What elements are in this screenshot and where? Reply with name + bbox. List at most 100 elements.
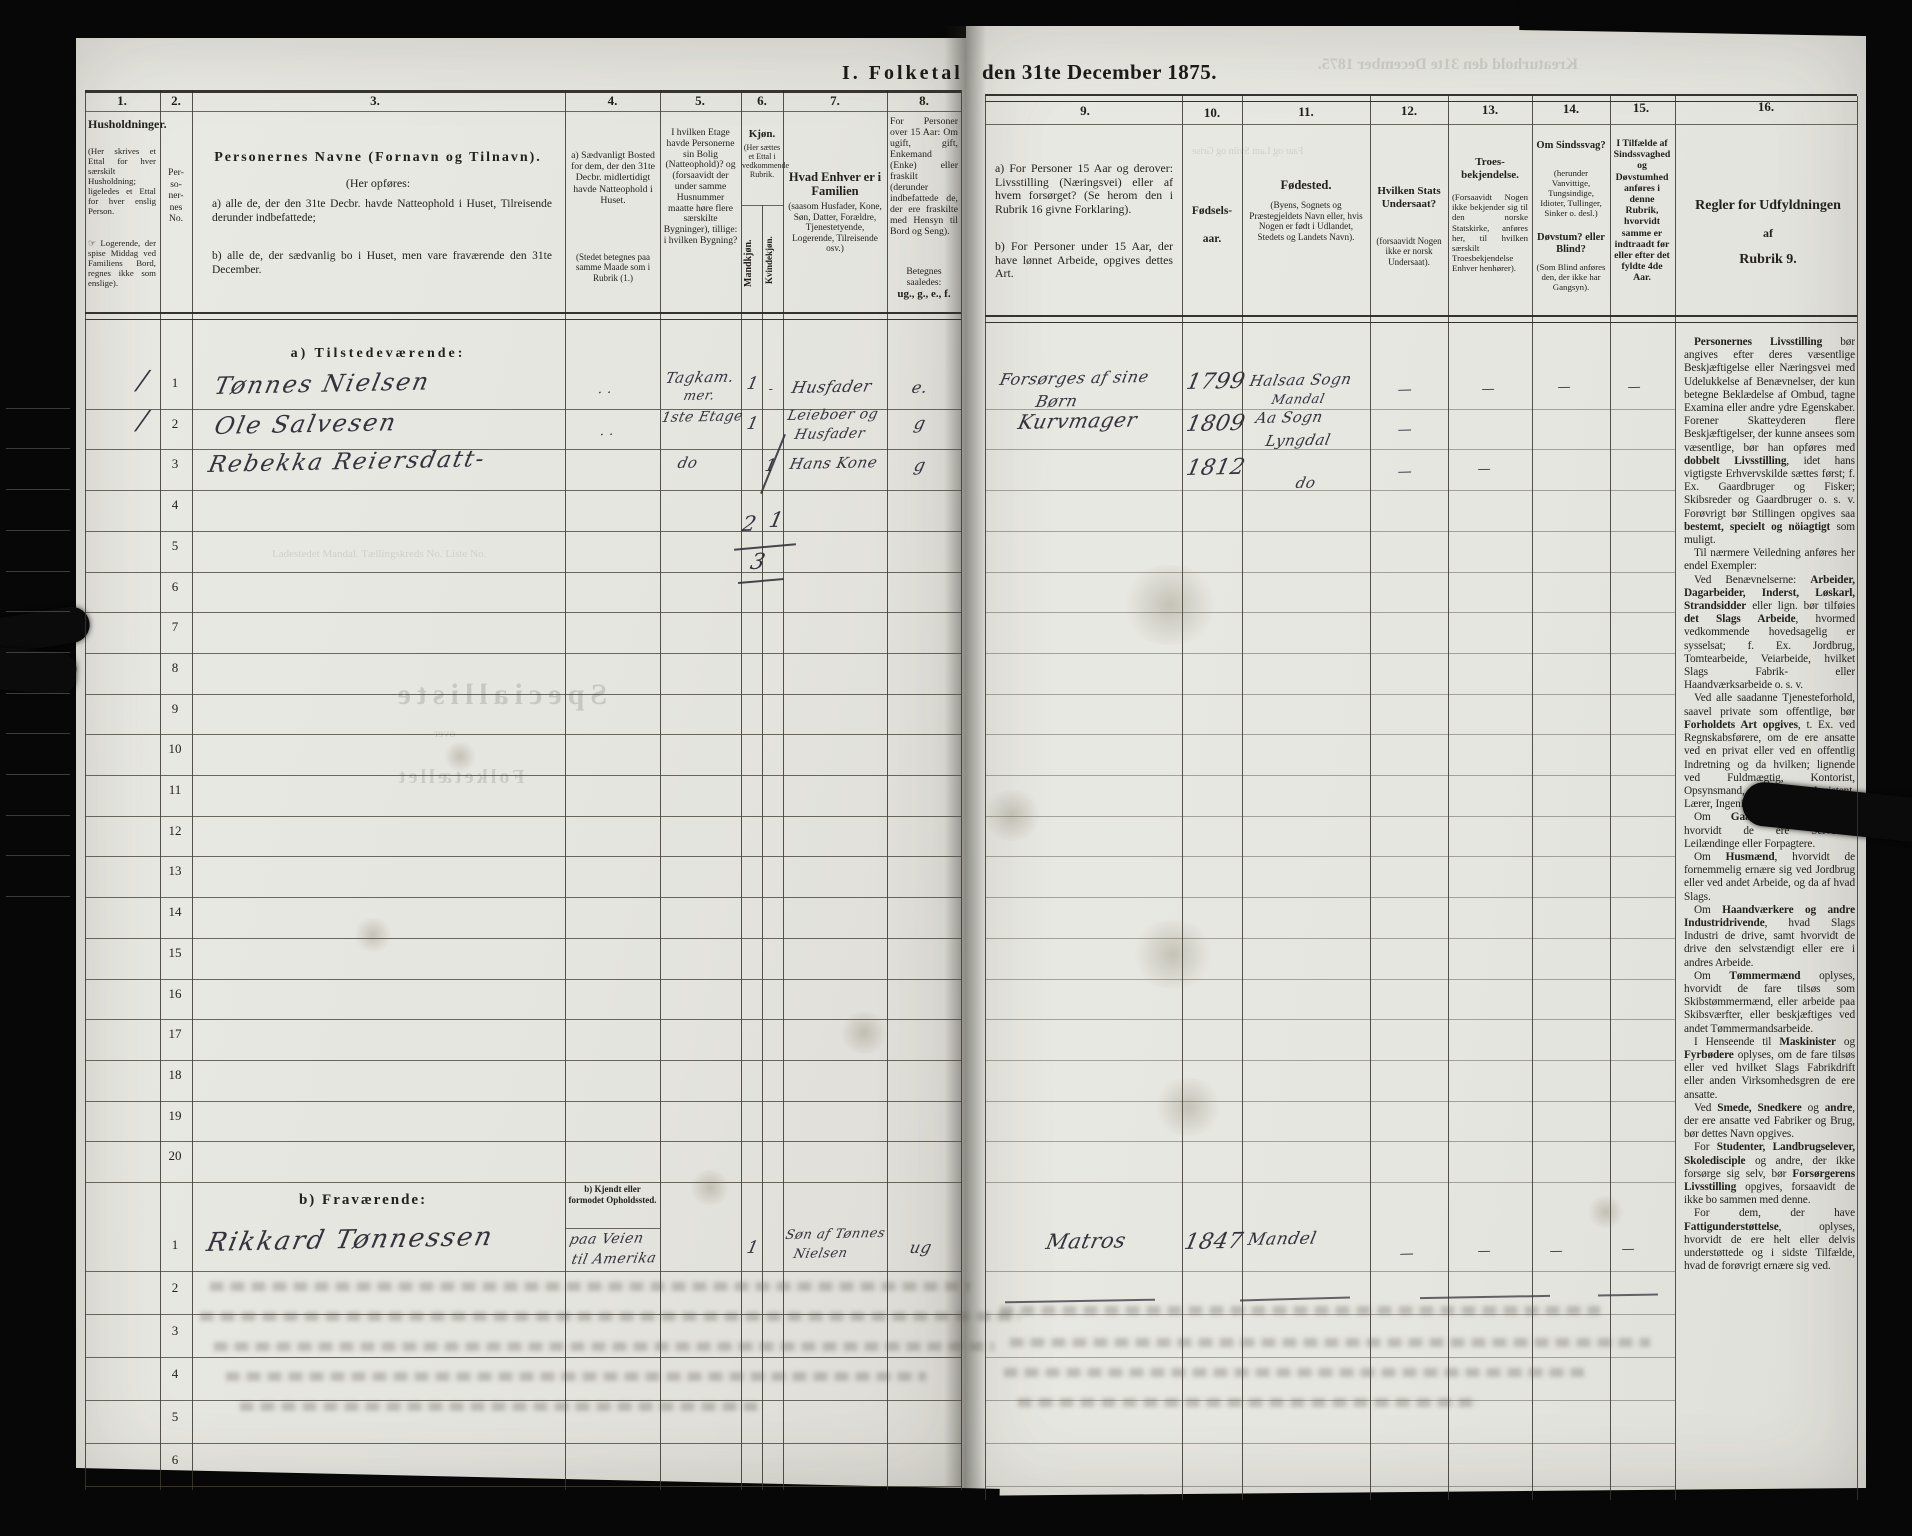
- row-number: 5: [171, 537, 179, 553]
- header-mandkjoen: Mandkjøn.: [743, 239, 754, 287]
- table-row-line: [85, 652, 961, 654]
- paper-stain: [442, 742, 478, 771]
- table-row-line: [985, 978, 1675, 980]
- table-column-rule: [565, 90, 566, 1490]
- hw-a2-floor: 1ste Etage: [660, 408, 745, 426]
- rules-paragraph: For Studenter, Landbrugselever, Skoledis…: [1684, 1141, 1855, 1207]
- table-column-rule: [762, 205, 763, 1490]
- header-troesbekjendelse-note: (Forsaavidt Nogen ikke bekjender sig til…: [1452, 192, 1528, 274]
- table-row-line: [985, 571, 1675, 573]
- table-row-line: [85, 1271, 961, 1272]
- row-number: 12: [168, 822, 182, 838]
- bleedthrough-specialliste: Specialliste: [391, 678, 607, 711]
- bleedthrough-blur-line: [226, 1372, 926, 1381]
- table-row-line: [85, 856, 961, 858]
- bleedthrough-livestock: Faar og Lam Sviin og Grise: [1192, 146, 1304, 157]
- table-row-line: [985, 490, 1675, 492]
- row-number: 1: [171, 1237, 179, 1252]
- bleedthrough-ladested: Ladestedet Mandal. Tællingskreds No. Lis…: [272, 548, 487, 560]
- hw-a2-occupation: Kurvmager: [1016, 407, 1140, 434]
- table-row-line: [985, 1182, 1675, 1183]
- col-no-12: 12.: [1400, 103, 1418, 118]
- row-number: 14: [168, 904, 182, 920]
- bleedthrough-blur-line: [1010, 1338, 1650, 1347]
- table-row-line: [85, 571, 961, 573]
- paper-stain: [838, 1012, 890, 1054]
- margin-line-stub: [6, 611, 70, 613]
- hw-b1-occupation: Matros: [1044, 1228, 1129, 1254]
- rules-paragraph: Om Tømmermænd oplyses, hvorvidt de fare …: [1684, 969, 1855, 1035]
- header-kjoen: Kjøn.: [748, 128, 776, 140]
- hw-a2-birth-year: 1809: [1184, 410, 1248, 437]
- margin-line-stub: [6, 896, 70, 898]
- rules-paragraph: Om Haandværkere og andre Industridrivend…: [1684, 903, 1855, 969]
- table-row-line: [85, 775, 961, 776]
- hw-b1-family-2: Nielsen: [792, 1245, 850, 1262]
- table-row-line: [85, 1141, 961, 1143]
- table-header-rule: [741, 205, 783, 206]
- table-column-rule: [160, 90, 161, 1490]
- header-undersaat-note: (forsaavidt Nogen ikke er norsk Undersaa…: [1376, 236, 1442, 267]
- hw-a1-birthplace-2: Mandal: [1270, 391, 1327, 408]
- table-header-rule: [985, 94, 1857, 102]
- table-column-rule: [783, 90, 784, 1490]
- table-row-line: [985, 1443, 1675, 1444]
- header-civilstand-note1: Betegnes saaledes:: [906, 266, 942, 288]
- col-no-15: 15.: [1632, 100, 1650, 115]
- header-foedselsaar-2: aar.: [1202, 233, 1222, 245]
- page-title-left: I. Folketal: [842, 62, 963, 84]
- header-regler-1: Regler for Udfyldningen: [1695, 198, 1841, 213]
- header-civilstand-note2: ug., g., e., f.: [897, 288, 951, 300]
- row-number: 10: [168, 741, 182, 757]
- col-no-2: 2.: [171, 93, 181, 108]
- table-row-line: [985, 408, 1675, 410]
- hw-b1-whereabouts-2: til Amerika: [570, 1250, 658, 1268]
- header-navne: Personernes Navne (Fornavn og Tilnavn).: [214, 150, 542, 165]
- margin-line-stub: [6, 651, 70, 653]
- rules-paragraph: I Henseende til Maskinister og Fyrbødere…: [1684, 1035, 1855, 1101]
- table-column-rule: [887, 90, 888, 1490]
- hw-a1-birthplace-1: Halsaa Sogn: [1248, 369, 1354, 390]
- header-c2-line: Per-: [168, 168, 184, 178]
- bleedthrough-blur-line: [240, 1402, 760, 1411]
- header-navne-b: b) alle de, der sædvanlig bo i Huset, me…: [212, 250, 552, 276]
- table-row-line: [85, 1400, 961, 1401]
- table-row-line: [985, 449, 1675, 451]
- table-column-rule: [85, 90, 86, 1490]
- rules-paragraph: Om Husmænd, hvorvidt de fornemmelig ernæ…: [1684, 850, 1855, 903]
- table-row-line: [85, 978, 961, 980]
- header-c2-line: so-: [170, 179, 182, 190]
- hw-a1-family: Husfader: [790, 376, 874, 397]
- hw-a1-occupation-1: Forsørges af sine: [998, 366, 1151, 389]
- row-number: 6: [171, 578, 179, 594]
- header-familie: Hvad Enhver er i Familien: [788, 170, 882, 198]
- header-regler-2: af: [1763, 226, 1773, 240]
- hw-a1-birth-year: 1799: [1184, 368, 1248, 395]
- table-row-line: [85, 1019, 961, 1021]
- hw-a2-birthplace-1: Aa Sogn: [1254, 407, 1325, 427]
- table-column-rule: [741, 90, 742, 1490]
- header-c2-line: nes: [169, 202, 183, 213]
- hw-a1-name: Tønnes Nielsen: [212, 367, 434, 400]
- row-number: 11: [168, 782, 182, 797]
- table-row-line: [985, 1100, 1675, 1102]
- section-b-subheader: b) Kjendt eller formodet Opholdssted.: [568, 1184, 657, 1205]
- table-row-line: [85, 449, 961, 451]
- margin-line-stub: [6, 570, 70, 572]
- table-row-line: [985, 734, 1675, 736]
- col-no-14: 14.: [1562, 101, 1580, 116]
- row-number: 19: [168, 1107, 182, 1123]
- table-column-rule: [1448, 96, 1449, 1500]
- table-row-line: [85, 1443, 961, 1444]
- table-row-line: [985, 1357, 1675, 1358]
- table-row-line: [985, 856, 1675, 858]
- margin-line-stub: [6, 448, 70, 450]
- table-column-rule: [1182, 96, 1183, 1500]
- bleedthrough-blur-line: [200, 1312, 1020, 1321]
- bleedthrough-blur-line: [1018, 1398, 1478, 1407]
- header-troesbekjendelse: Troes-bekjendelse.: [1461, 156, 1519, 181]
- header-sindssvag-note: (herunder Vanvittige, Tungsindige, Idiot…: [1540, 168, 1602, 218]
- table-column-rule: [1242, 96, 1243, 1500]
- header-c2-line: ner-: [168, 191, 184, 201]
